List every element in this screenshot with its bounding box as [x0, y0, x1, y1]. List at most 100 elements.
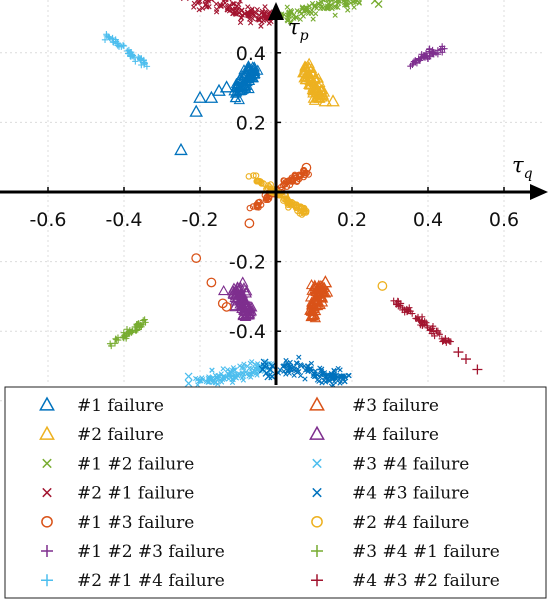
data-point: [297, 16, 303, 22]
data-point: [241, 365, 247, 371]
data-point: [293, 15, 299, 21]
data-point: [322, 379, 329, 385]
data-point: [236, 1, 242, 8]
data-point: [283, 371, 289, 377]
data-point: [238, 15, 244, 21]
data-point: [401, 306, 408, 313]
data-point: [189, 104, 204, 117]
data-point: [397, 302, 404, 309]
data-point: [410, 60, 417, 67]
data-point: [432, 49, 440, 57]
data-point: [284, 197, 292, 205]
y-tick-label: 0.2: [236, 112, 266, 134]
data-point: [196, 0, 202, 5]
data-point: [337, 380, 343, 386]
data-point: [313, 11, 319, 17]
data-point: [103, 32, 110, 39]
data-point: [326, 94, 340, 107]
series-1-3-failure: [191, 162, 313, 312]
data-point: [305, 363, 311, 369]
data-point: [286, 181, 294, 189]
data-point: [106, 340, 114, 347]
data-point: [245, 70, 257, 81]
data-point: [299, 4, 306, 10]
data-point: [301, 162, 312, 173]
data-point: [314, 377, 321, 383]
data-point: [213, 1, 219, 7]
legend-item: #4 #3 #2 failure: [311, 571, 500, 591]
data-points: [101, 0, 483, 389]
data-point: [255, 178, 262, 185]
data-point: [249, 15, 256, 22]
data-point: [328, 372, 334, 378]
data-point: [212, 372, 218, 378]
data-point: [241, 285, 253, 296]
legend-marker: [311, 545, 323, 557]
legend-marker: [309, 425, 325, 440]
data-point: [377, 281, 388, 291]
data-point: [230, 10, 236, 17]
legend-item: #1 #2 failure: [42, 454, 194, 474]
data-point: [249, 9, 255, 15]
data-point: [327, 0, 333, 2]
data-point: [390, 297, 397, 304]
data-point: [324, 0, 331, 3]
data-point: [239, 81, 252, 92]
data-point: [261, 14, 267, 20]
data-point: [461, 354, 471, 365]
data-point: [235, 6, 241, 12]
data-point: [314, 5, 320, 11]
x-tick-label: -0.4: [105, 209, 142, 231]
data-point: [253, 10, 259, 16]
legend-item: #3 #4 #1 failure: [311, 542, 500, 562]
data-point: [248, 374, 254, 380]
data-point: [262, 4, 268, 10]
data-point: [308, 360, 315, 367]
data-point: [233, 94, 245, 105]
data-point: [356, 0, 362, 6]
data-point: [325, 1, 331, 7]
legend-marker: [41, 515, 53, 528]
series-2-1-failure: [180, 0, 275, 29]
legend-marker: [309, 396, 325, 411]
x-axis-label: τq: [512, 153, 533, 182]
data-point: [132, 327, 139, 334]
legend-label: #1 failure: [77, 396, 164, 416]
data-point: [295, 171, 303, 179]
data-point: [298, 205, 306, 213]
data-point: [209, 367, 215, 373]
data-point: [227, 287, 239, 298]
data-point: [306, 297, 318, 308]
data-point: [318, 368, 325, 375]
x-tick-label: -0.6: [29, 209, 66, 231]
grid-lines: [0, 0, 545, 402]
data-point: [472, 364, 483, 375]
data-point: [222, 0, 228, 6]
series-1-2-failure: [276, 0, 383, 25]
data-point: [196, 7, 202, 13]
data-point: [408, 310, 416, 317]
data-point: [245, 4, 251, 10]
data-point: [288, 19, 294, 25]
data-point: [206, 374, 213, 381]
legend-marker: [41, 574, 53, 587]
data-point: [263, 8, 269, 15]
data-point: [249, 203, 257, 210]
data-point: [199, 375, 205, 381]
data-point: [302, 376, 308, 382]
data-point: [312, 72, 325, 83]
y-axis-arrow: [268, 2, 284, 20]
data-point: [180, 0, 189, 2]
series-1-failure: [174, 60, 264, 156]
axes: -0.6-0.4-0.20.20.40.6-0.6-0.4-0.20.20.40…: [0, 2, 548, 413]
legend-marker: [39, 425, 55, 440]
data-point: [226, 373, 232, 379]
data-point: [244, 218, 255, 229]
data-point: [294, 8, 300, 14]
data-point: [310, 16, 316, 22]
data-point: [307, 92, 320, 103]
data-point: [252, 172, 260, 179]
data-point: [437, 46, 444, 53]
data-point: [305, 278, 318, 290]
data-point: [374, 0, 383, 9]
